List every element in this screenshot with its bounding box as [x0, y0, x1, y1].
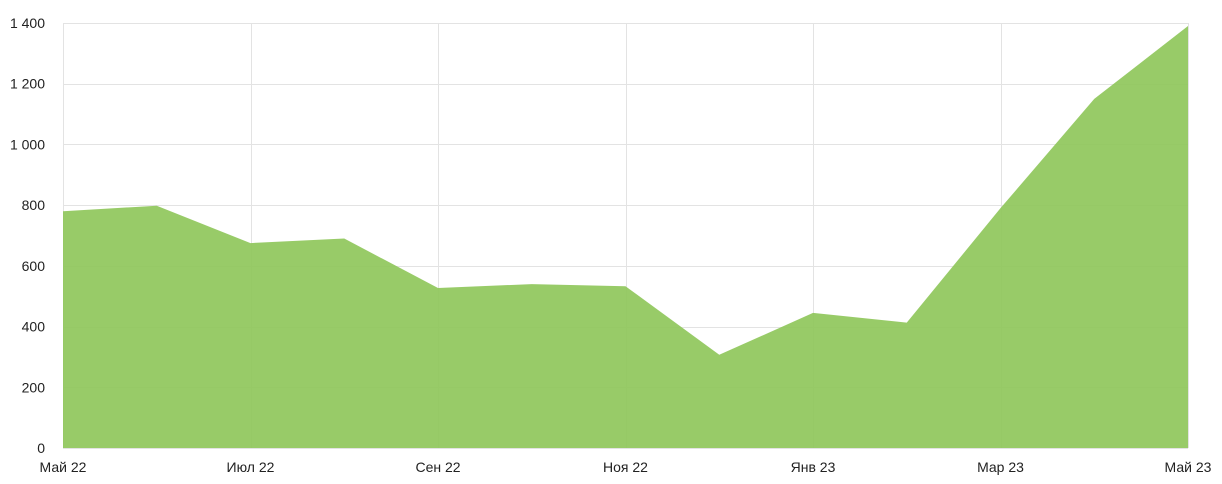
x-tick-label: Май 23: [1165, 459, 1212, 475]
y-tick-label: 0: [37, 440, 45, 456]
y-tick-label: 400: [22, 319, 46, 335]
area-series: [63, 26, 1188, 449]
y-tick-label: 800: [22, 197, 46, 213]
series-layer: [63, 26, 1188, 449]
y-tick-label: 1 200: [10, 76, 45, 92]
x-tick-label: Мар 23: [977, 459, 1024, 475]
y-tick-label: 1 400: [10, 15, 45, 31]
x-tick-label: Янв 23: [791, 459, 836, 475]
x-tick-label: Сен 22: [415, 459, 460, 475]
x-axis: Май 22 Июл 22 Сен 22 Ноя 22 Янв 23 Мар 23 Май …: [40, 459, 1212, 475]
y-tick-label: 1 000: [10, 136, 45, 152]
x-tick-label: Май 22: [40, 459, 87, 475]
x-tick-label: Июл 22: [227, 459, 275, 475]
y-tick-label: 600: [22, 258, 46, 274]
y-tick-label: 200: [22, 379, 46, 395]
x-tick-label: Ноя 22: [603, 459, 648, 475]
y-axis: 0 200 400 600 800 1 000 1 200 1 400: [10, 15, 45, 456]
